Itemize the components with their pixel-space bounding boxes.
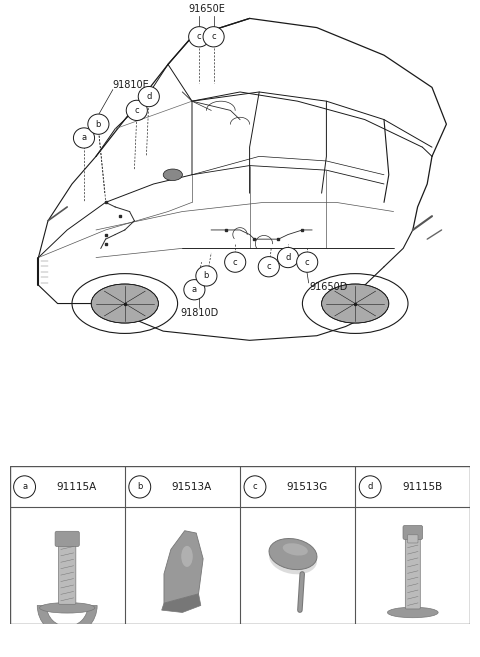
Text: b: b (96, 120, 101, 129)
Ellipse shape (91, 284, 158, 323)
Text: c: c (134, 106, 139, 115)
Circle shape (203, 27, 224, 47)
Text: 91513G: 91513G (286, 482, 327, 492)
Text: d: d (285, 253, 291, 262)
Circle shape (258, 257, 279, 277)
Circle shape (359, 476, 381, 498)
Text: 91115B: 91115B (402, 482, 442, 492)
Circle shape (73, 128, 95, 148)
Text: c: c (252, 482, 257, 491)
Text: 91115A: 91115A (56, 482, 96, 492)
Wedge shape (37, 606, 97, 636)
Text: 91513A: 91513A (171, 482, 212, 492)
Circle shape (184, 280, 205, 300)
Ellipse shape (269, 543, 317, 574)
Text: a: a (22, 482, 27, 491)
Ellipse shape (269, 539, 317, 570)
FancyBboxPatch shape (405, 534, 420, 609)
Polygon shape (162, 594, 201, 612)
Circle shape (13, 476, 36, 498)
Circle shape (297, 252, 318, 272)
Text: c: c (197, 32, 202, 41)
Circle shape (88, 114, 109, 134)
Ellipse shape (39, 602, 95, 613)
Text: 91810E: 91810E (113, 79, 150, 90)
FancyBboxPatch shape (408, 535, 418, 543)
Text: c: c (233, 258, 238, 267)
Circle shape (138, 87, 159, 106)
Text: b: b (137, 482, 143, 491)
Text: 91650E: 91650E (188, 4, 225, 14)
Ellipse shape (163, 169, 182, 181)
Circle shape (225, 252, 246, 272)
FancyBboxPatch shape (403, 526, 422, 539)
Circle shape (196, 266, 217, 286)
Text: c: c (211, 32, 216, 41)
Ellipse shape (181, 546, 193, 567)
Text: c: c (305, 258, 310, 267)
Text: d: d (368, 482, 373, 491)
Text: d: d (146, 92, 152, 101)
Text: b: b (204, 271, 209, 281)
Circle shape (244, 476, 266, 498)
Circle shape (277, 248, 299, 267)
Circle shape (126, 101, 147, 120)
Text: 91810D: 91810D (180, 308, 218, 318)
FancyBboxPatch shape (55, 532, 79, 547)
Text: c: c (266, 262, 271, 271)
Circle shape (129, 476, 151, 498)
Text: a: a (82, 133, 86, 143)
Polygon shape (164, 531, 203, 603)
Circle shape (189, 27, 210, 47)
FancyBboxPatch shape (59, 541, 76, 604)
Text: a: a (192, 285, 197, 294)
Ellipse shape (283, 543, 308, 556)
Text: 91650D: 91650D (310, 283, 348, 292)
FancyBboxPatch shape (10, 466, 470, 624)
Ellipse shape (387, 607, 438, 618)
Ellipse shape (322, 284, 389, 323)
